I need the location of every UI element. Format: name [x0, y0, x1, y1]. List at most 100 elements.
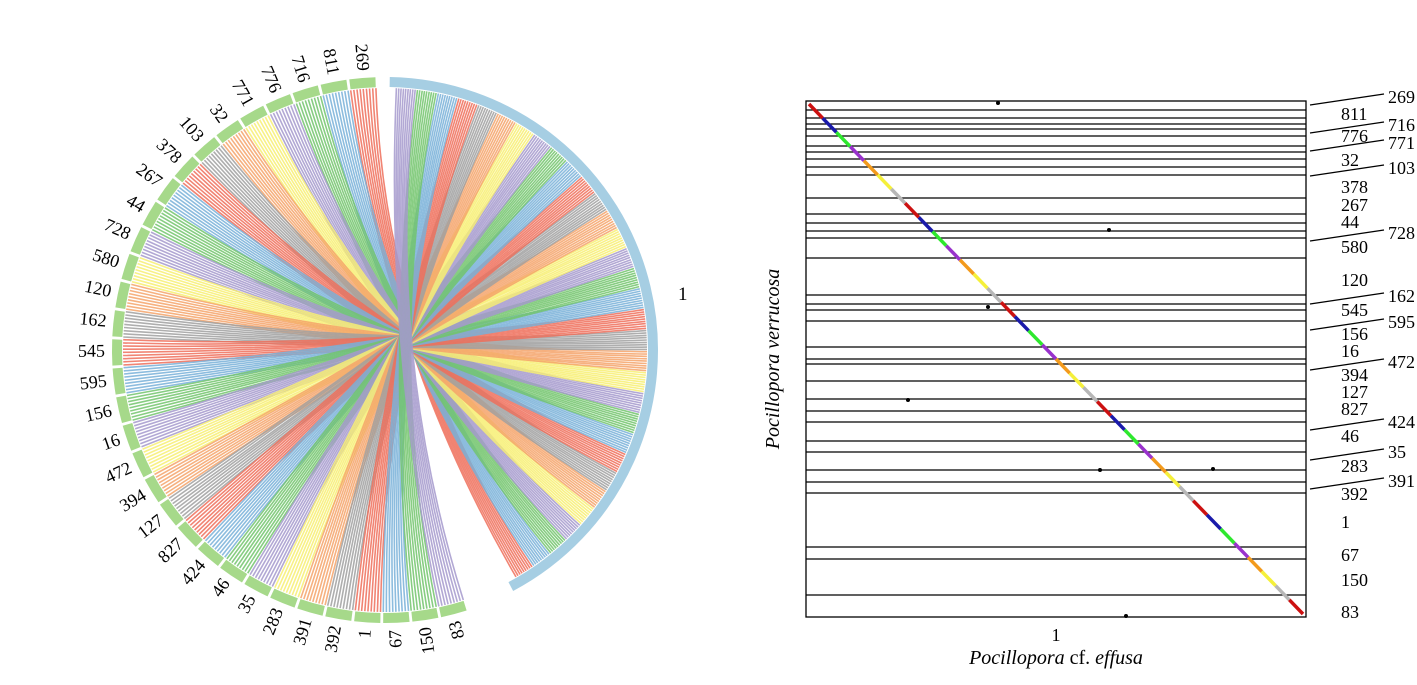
scaffold-arc [216, 120, 244, 144]
x-axis-title: Pocillopora cf. effusa [968, 647, 1143, 669]
alignment-segment [1274, 584, 1291, 602]
scaffold-arc [121, 253, 139, 282]
x-axis-title-cf: cf. [1065, 647, 1096, 669]
scaffold-arc [265, 94, 294, 114]
synteny-link [401, 88, 456, 603]
scaffold-label-right: 150 [1341, 570, 1368, 590]
scaffold-arc [297, 599, 325, 616]
scaffold-arc [112, 367, 126, 395]
scaffold-arc [325, 606, 353, 621]
scaffold-arc [270, 588, 298, 608]
scaffold-label-right: 580 [1341, 237, 1368, 257]
scaffold-label-right: 67 [1341, 545, 1359, 565]
scaffold-label: 391 [289, 616, 316, 647]
scaffold-label-right: 103 [1388, 158, 1415, 178]
scaffold-label: 424 [177, 555, 210, 589]
scaffold-label: 67 [385, 629, 406, 648]
scaffold-label-right: 771 [1388, 133, 1415, 153]
alignment-segment [1260, 570, 1277, 587]
alignment-segment [1150, 456, 1168, 474]
circos-plot: 2698117167767713210337826744728580120162… [78, 43, 688, 655]
scaffold-arc [144, 474, 167, 503]
scaffold-arc [220, 559, 248, 583]
label-leader-line [1309, 318, 1385, 331]
scaffold-label: 269 [351, 43, 373, 72]
synteny-link [393, 88, 440, 607]
synteny-link [398, 88, 449, 605]
alignment-segment [986, 286, 1003, 304]
scaffold-label: 472 [102, 458, 135, 488]
scaffold-label: 35 [234, 591, 260, 616]
alignment-segment [931, 230, 948, 247]
scaffold-label: 46 [207, 574, 234, 600]
label-leader-line [1309, 139, 1385, 152]
scaffold-arc [122, 422, 141, 451]
scaffold-boundary-lines [806, 109, 1306, 596]
scaffold-label-right: 32 [1341, 150, 1359, 170]
alignment-segment [944, 244, 962, 262]
alignment-segment [903, 201, 921, 219]
scaffold-arc [244, 575, 272, 597]
alignment-segment [972, 272, 989, 290]
x-axis-title-genus: Pocillopora [968, 647, 1065, 669]
alignment-dot [906, 398, 910, 402]
alignment-segment [958, 258, 975, 276]
alignment-segment [835, 131, 852, 148]
alignment-segment [1013, 315, 1030, 332]
scaffold-label: 83 [444, 619, 468, 641]
label-leader-line [1309, 477, 1385, 490]
alignment-dot [1098, 468, 1102, 472]
scaffold-label-right: 391 [1388, 471, 1415, 491]
alignment-segment [1137, 442, 1154, 460]
scaffold-label-right: 827 [1341, 399, 1368, 419]
scaffold-label-right: 283 [1341, 456, 1368, 476]
scaffold-arc [383, 611, 410, 624]
scaffold-label-right: 16 [1341, 341, 1359, 361]
alignment-segment [1054, 357, 1071, 375]
scaffold-label: 283 [258, 605, 287, 638]
alignment-dot [1211, 467, 1215, 471]
scaffold-arc [115, 281, 131, 310]
scaffold-label: 267 [133, 159, 167, 191]
scaffold-arc [197, 541, 225, 566]
scaffold-arc [157, 178, 181, 205]
scaffold-label: 827 [154, 534, 187, 567]
alignment-segment [1178, 485, 1195, 502]
alignment-segment [999, 301, 1017, 318]
scaffold-label: 771 [228, 76, 259, 109]
scaffold-label: 162 [79, 308, 108, 331]
alignment-segment [821, 116, 838, 134]
scaffold-arc [439, 600, 467, 618]
scaffold-label: 16 [99, 429, 123, 454]
y-axis-title: Pocillopora verrucosa [762, 269, 784, 451]
alignment-segment [1219, 527, 1236, 545]
alignment-segment [1205, 513, 1222, 531]
synteny-link [395, 88, 443, 606]
alignment-segment [917, 216, 934, 233]
scaffold-label-right: 811 [1341, 104, 1367, 124]
scaffold-label-right: 545 [1341, 300, 1368, 320]
alignment-segment [876, 173, 893, 191]
scaffold-arc [130, 227, 151, 255]
alignment-dot [996, 101, 1000, 105]
alignment-dot [986, 305, 990, 309]
alignment-segment [862, 159, 879, 177]
scaffold-label-right: 269 [1388, 87, 1415, 107]
scaffold-label: 394 [116, 485, 149, 516]
scaffold-label: 32 [206, 100, 233, 126]
scaffold-arc [411, 607, 439, 622]
scaffold-arc [174, 156, 200, 183]
scaffold-label: 378 [153, 134, 186, 167]
scaffold-label-right: 1 [1341, 512, 1350, 532]
scaffold-label-right: 472 [1388, 352, 1415, 372]
alignment-segment [1191, 499, 1209, 517]
scaffold-label-right: 394 [1341, 365, 1368, 385]
alignment-segment [1288, 598, 1305, 616]
scaffold-label: 776 [257, 63, 286, 96]
alignment-segment [1233, 541, 1250, 559]
alignment-segment [1123, 428, 1140, 446]
synteny-link [404, 89, 462, 602]
scaffold-label: 716 [287, 53, 314, 85]
